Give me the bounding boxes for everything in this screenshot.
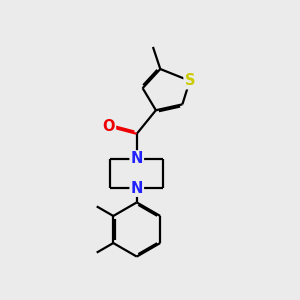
Text: S: S	[184, 73, 195, 88]
Text: N: N	[130, 151, 143, 166]
Text: N: N	[130, 181, 143, 196]
Text: O: O	[103, 119, 115, 134]
